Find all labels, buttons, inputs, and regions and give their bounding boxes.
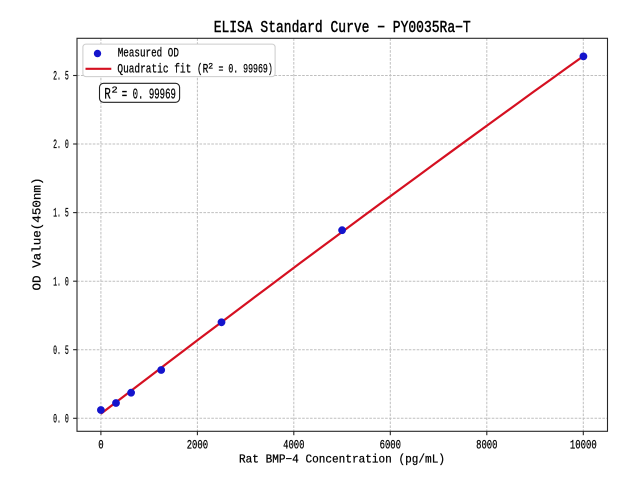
svg-text:8000: 8000 <box>476 438 497 452</box>
svg-text:0. 5: 0. 5 <box>53 344 69 358</box>
svg-text:1. 5: 1. 5 <box>53 207 69 221</box>
svg-text:ELISA Standard Curve − PY0035R: ELISA Standard Curve − PY0035Ra−T <box>214 18 471 37</box>
svg-text:Quadratic fit (R: Quadratic fit (R <box>117 61 208 76</box>
svg-text:0: 0 <box>98 438 103 452</box>
svg-text:OD Value(450nm): OD Value(450nm) <box>31 178 45 291</box>
svg-text:= 0. 99969: = 0. 99969 <box>122 87 176 104</box>
svg-text:= 0. 99969): = 0. 99969) <box>219 61 273 76</box>
svg-text:Rat BMP−4 Concentration (pg/mL: Rat BMP−4 Concentration (pg/mL) <box>239 453 445 467</box>
svg-text:4000: 4000 <box>283 438 304 452</box>
svg-text:Measured OD: Measured OD <box>118 46 179 61</box>
svg-text:1. 0: 1. 0 <box>53 275 69 289</box>
svg-text:2. 5: 2. 5 <box>53 70 69 84</box>
svg-text:10000: 10000 <box>570 438 597 452</box>
svg-text:2: 2 <box>208 63 213 72</box>
svg-text:2000: 2000 <box>187 438 208 452</box>
svg-text:2. 0: 2. 0 <box>53 138 69 152</box>
svg-text:R: R <box>104 86 111 104</box>
svg-text:6000: 6000 <box>380 438 401 452</box>
svg-text:0. 0: 0. 0 <box>53 412 69 426</box>
svg-text:2: 2 <box>112 85 119 96</box>
